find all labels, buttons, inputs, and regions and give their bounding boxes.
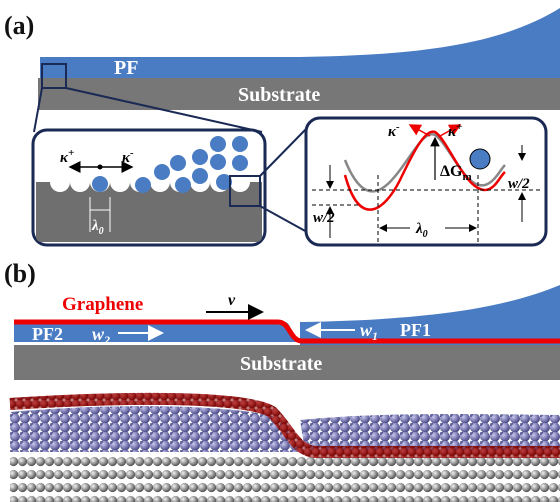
film-label: PF1 [400,320,431,340]
corrugated-surface [36,182,262,242]
velocity-label: v [228,292,236,309]
film-label: PF2 [32,324,63,344]
sup: - [130,147,134,159]
substrate-label: Substrate [240,353,322,375]
zoom-line [260,128,307,176]
panel-label: (a) [4,11,34,40]
substrate-label: Substrate [238,84,320,106]
amplitude-label: w/2 [313,210,335,226]
amplitude-label: w/2 [508,176,530,192]
molecular-snapshot [10,399,560,502]
film-label: PF [114,57,138,79]
graphene-label: Graphene [62,294,143,315]
sup: + [68,147,74,159]
zoom-line [260,206,307,232]
symbol: ΔG [440,163,463,180]
sub: 2 [103,333,110,347]
sup: + [456,121,462,133]
sub: 1 [372,329,378,343]
sub: m [462,171,471,183]
particle [470,149,490,169]
panel-label: (b) [4,259,36,288]
sub: 0 [99,226,104,237]
figure: (a) PF Substrate κ+ κ- λ0 κ- κ+ ΔGm w/2 … [0,0,560,502]
dot [98,165,103,170]
sub: 0 [423,229,428,240]
sup: - [396,121,400,133]
